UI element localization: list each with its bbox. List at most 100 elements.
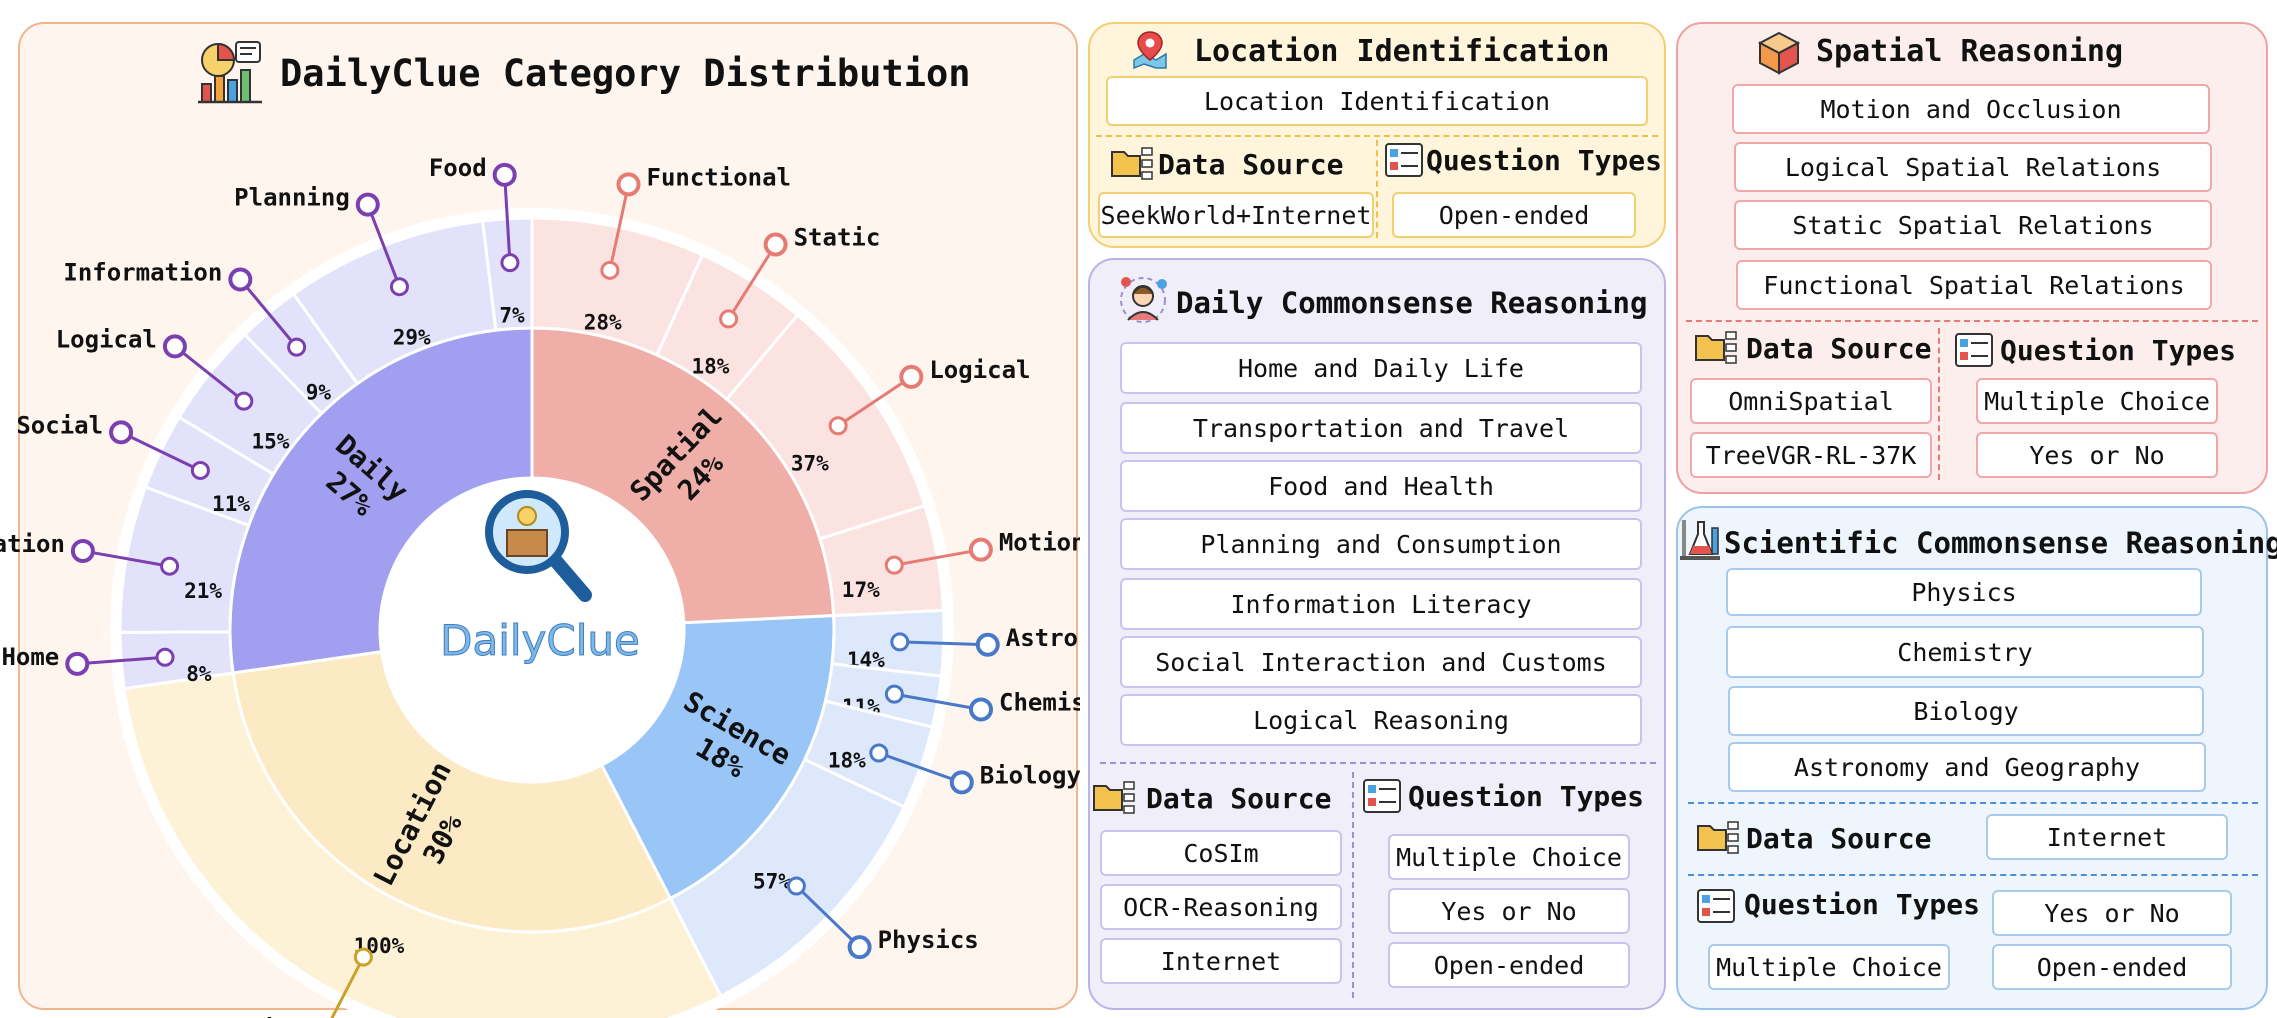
leader-line	[120, 430, 202, 472]
folder-icon	[1111, 147, 1153, 180]
leader-end	[65, 651, 90, 676]
subsegment-percent: 7%	[499, 304, 525, 328]
subsegment-name: Transportation	[0, 530, 65, 558]
leader-end	[949, 770, 974, 795]
subsegment-percent: 29%	[393, 325, 431, 349]
leader-dot	[500, 253, 520, 273]
leader-end	[355, 192, 380, 217]
daily-item: Social Interaction and Customs	[1120, 636, 1642, 688]
spatial-item: Static Spatial Relations	[1734, 200, 2212, 250]
divider	[1688, 802, 2258, 804]
folder-icon	[1697, 821, 1739, 854]
bar-chart-icon	[198, 41, 262, 104]
leader-end	[70, 538, 95, 563]
leader-dot	[353, 947, 373, 967]
leader-end	[763, 232, 788, 257]
folder-icon	[1093, 781, 1135, 814]
data-source-item: TreeVGR-RL-37K	[1690, 432, 1932, 478]
leader-dot	[600, 260, 620, 280]
subsegment-percent: 57%	[753, 869, 791, 893]
question-type-item: Yes or No	[1388, 888, 1630, 934]
question-type-item: Open-ended	[1992, 944, 2232, 990]
daily-item: Home and Daily Life	[1120, 342, 1642, 394]
leader-dot	[234, 391, 254, 411]
subsegment-name: Information	[63, 258, 222, 286]
leader-line	[837, 375, 913, 428]
question-type-item: Open-ended	[1392, 192, 1636, 238]
data-source-item: SeekWorld+Internet	[1098, 192, 1374, 238]
subsegment-name: Static	[794, 224, 881, 252]
spatial-panel-title: Spatial Reasoning	[1816, 34, 2124, 69]
leader-dot	[786, 876, 806, 896]
subsegment-percent: 17%	[842, 578, 880, 602]
subsegment-name: Location	[189, 1014, 305, 1018]
checklist-icon	[1955, 333, 1993, 367]
question-type-item: Multiple Choice	[1976, 378, 2218, 424]
leader-end	[899, 364, 924, 389]
location-item: Location Identification	[1106, 76, 1648, 126]
leader-line	[878, 751, 963, 784]
question-type-item: Yes or No	[1992, 890, 2232, 936]
person-icon	[1120, 277, 1167, 323]
leader-line	[366, 204, 401, 288]
leader-end	[109, 420, 134, 445]
question-types-label: Question Types	[2000, 334, 2237, 367]
subsegment-name: Logical	[929, 356, 1030, 384]
leader-dot	[884, 684, 904, 704]
leader-line	[239, 278, 298, 349]
leader-line	[330, 956, 365, 1018]
divider	[1686, 320, 2258, 322]
map-pin-icon	[1133, 31, 1167, 70]
subsegment-name: Functional	[647, 163, 792, 191]
lab-flask-icon	[1680, 520, 1720, 560]
leader-dot	[287, 337, 307, 357]
leader-end	[975, 632, 1000, 657]
leader-end	[969, 697, 994, 722]
leader-end	[162, 334, 187, 359]
leader-line	[608, 184, 630, 271]
leader-dot	[884, 555, 904, 575]
daily-item: Logical Reasoning	[1120, 694, 1642, 746]
daily-item: Information Literacy	[1120, 578, 1642, 630]
daily-item: Planning and Consumption	[1120, 518, 1642, 570]
divider	[1938, 328, 1940, 480]
science-item: Biology	[1728, 686, 2204, 736]
leader-line	[894, 692, 982, 711]
subsegment-name: Logical	[56, 325, 157, 353]
subsegment-percent: 21%	[184, 579, 222, 603]
data-source-item: OCR-Reasoning	[1100, 884, 1342, 930]
sunburst-center	[380, 478, 684, 782]
checklist-icon	[1363, 779, 1401, 813]
daily-item: Food and Health	[1120, 460, 1642, 512]
magnifier-icon	[485, 490, 592, 602]
folder-icon	[1695, 331, 1737, 364]
subsegment-percent: 8%	[186, 662, 212, 686]
location-panel-title: Location Identification	[1194, 34, 1610, 69]
subsegment	[481, 216, 534, 332]
leader-end	[228, 267, 253, 292]
data-source-label: Data Source	[1146, 782, 1332, 815]
leader-dot	[160, 556, 180, 576]
leader-dot	[719, 309, 739, 329]
science-item: Physics	[1726, 568, 2202, 616]
subsegment-name: Astronomy	[1006, 624, 1080, 652]
leader-line	[173, 345, 245, 403]
question-type-item: Yes or No	[1976, 432, 2218, 478]
checklist-icon	[1697, 889, 1735, 923]
subsegment-percent: 28%	[584, 311, 622, 335]
checklist-icon	[1385, 143, 1423, 177]
subsegment-percent: 11%	[212, 492, 250, 516]
data-source-item: OmniSpatial	[1690, 378, 1932, 424]
divider	[1376, 140, 1378, 238]
subsegment-name: Social	[16, 411, 103, 439]
center-label: DailyClue	[440, 616, 640, 665]
science-item: Astronomy and Geography	[1728, 742, 2206, 792]
subsegment-percent: 18%	[691, 355, 729, 379]
data-source-item: CoSIm	[1100, 830, 1342, 876]
leader-dot	[828, 416, 848, 436]
data-source-item: Internet	[1986, 814, 2228, 860]
subsegment-percent: 9%	[306, 380, 332, 404]
spatial-item: Logical Spatial Relations	[1734, 142, 2212, 192]
chart-title: DailyClue Category Distribution	[280, 52, 971, 95]
leader-end	[616, 172, 641, 197]
